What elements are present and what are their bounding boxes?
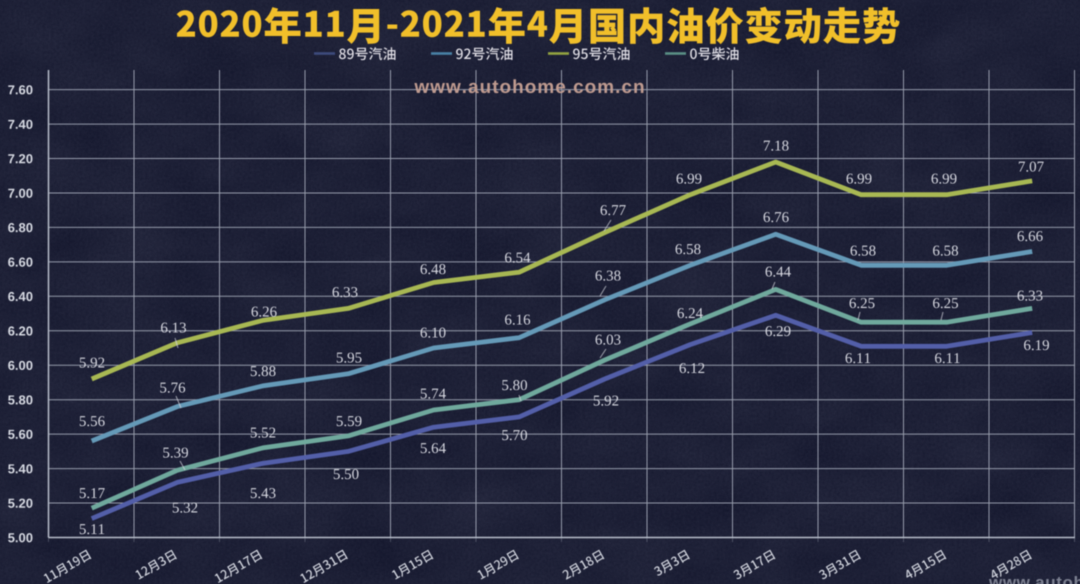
svg-text:www.autohome.co: www.autohome.co (988, 573, 1080, 584)
